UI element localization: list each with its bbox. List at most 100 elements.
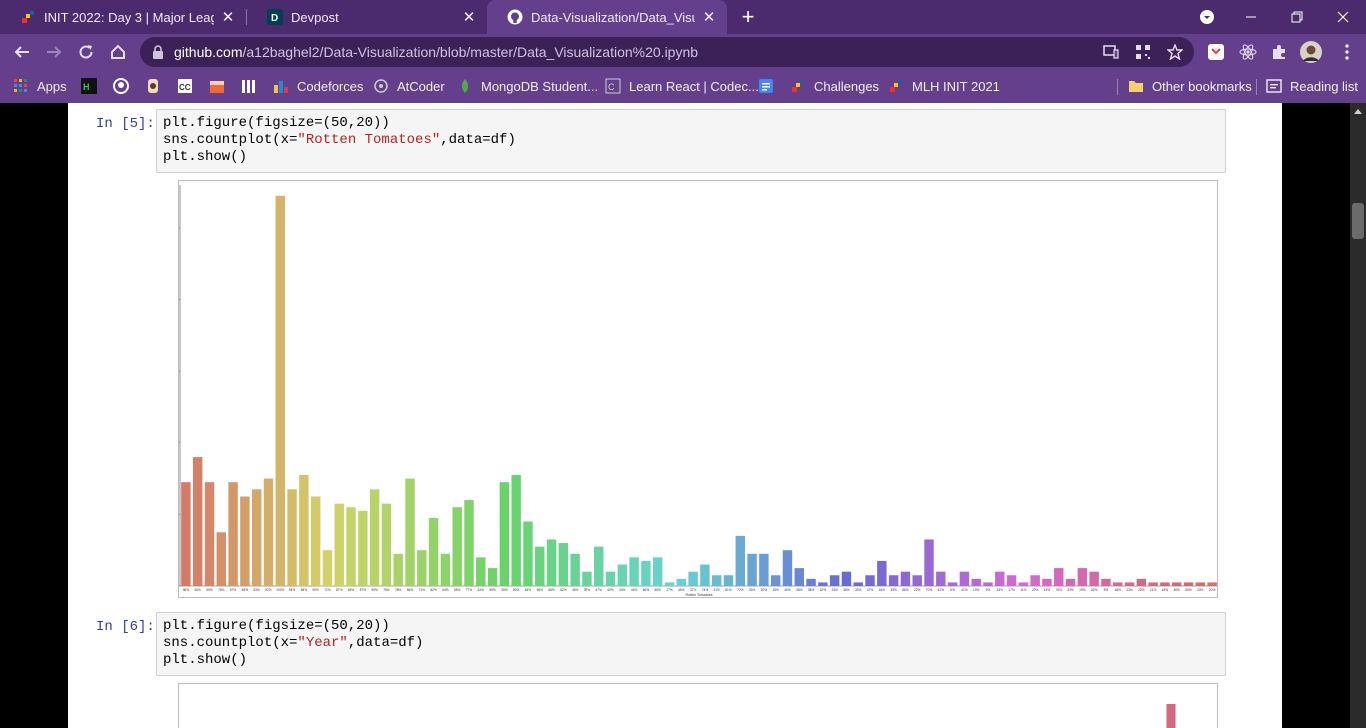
bar — [287, 489, 297, 586]
x-tick-label: 94% — [289, 588, 296, 592]
forward-button[interactable] — [40, 38, 68, 66]
react-devtools-icon[interactable] — [1237, 41, 1259, 63]
restore-button[interactable] — [1274, 0, 1320, 34]
bar — [641, 560, 651, 586]
x-tick-label: 33% — [749, 588, 756, 592]
reading-list-button[interactable]: Reading list — [1266, 75, 1358, 97]
tab-title: INIT 2022: Day 3 | Major League — [44, 9, 214, 25]
x-tick-label: 15% — [772, 588, 779, 592]
bookmark-label: MLH INIT 2021 — [912, 78, 1000, 94]
scrollbar-thumb[interactable] — [1352, 203, 1364, 239]
new-tab-button[interactable]: + — [741, 4, 755, 29]
code-cell-6[interactable]: plt.figure(figsize=(50,20)) sns.countplo… — [156, 612, 1226, 676]
tab-search-button[interactable] — [1184, 0, 1230, 34]
more-menu-icon[interactable] — [1336, 41, 1358, 63]
bar — [452, 507, 462, 586]
page-scrollbar[interactable] — [1350, 103, 1366, 728]
bookmarks-bar: Apps H CC Codeforces AtCoder MongoDB Stu… — [0, 70, 1366, 103]
bar — [393, 553, 403, 586]
x-tick-label: 71% — [324, 588, 331, 592]
x-tick-label: 86% — [407, 588, 414, 592]
address-bar[interactable]: github.com/a12baghel2/Data-Visualization… — [140, 37, 1194, 67]
other-bookmarks-folder[interactable]: Other bookmarks — [1128, 75, 1252, 97]
bookmark-mlh-init-2021[interactable]: MLH INIT 2021 — [888, 75, 1000, 97]
notebook-container: In [5]: plt.figure(figsize=(50,20)) sns.… — [68, 103, 1282, 728]
svg-text:D: D — [271, 13, 278, 24]
x-tick-label: 50% — [194, 588, 201, 592]
back-button[interactable] — [8, 38, 36, 66]
x-tick-label: 37% — [690, 588, 697, 592]
bookmark-codecademy[interactable]: C Learn React | Codec... — [605, 75, 759, 97]
x-tick-label: 32% — [820, 588, 827, 592]
bar — [841, 571, 852, 586]
lock-icon[interactable] — [152, 45, 164, 64]
bookmark-books[interactable] — [241, 75, 265, 97]
bar — [1077, 568, 1088, 586]
bookmark-challenges[interactable]: Challenges — [790, 75, 879, 97]
bar — [228, 482, 238, 586]
avatar[interactable] — [1300, 41, 1322, 63]
tab-github-notebook[interactable]: Data-Visualization/Data_Visualiza ✕ — [487, 0, 727, 34]
svg-text:H: H — [83, 82, 90, 92]
bar — [499, 482, 510, 586]
scroll-up-arrow-icon[interactable] — [1354, 109, 1362, 114]
pocket-extension-icon[interactable] — [1205, 41, 1227, 63]
reading-list-icon — [1266, 78, 1282, 94]
bar — [605, 571, 616, 586]
bookmark-mongodb[interactable]: MongoDB Student... — [457, 75, 598, 97]
x-tick-label: 11% — [1020, 588, 1026, 592]
qr-code-icon[interactable] — [1134, 43, 1152, 61]
x-tick-label: 55% — [454, 588, 461, 592]
bar — [877, 560, 887, 586]
close-icon[interactable]: ✕ — [221, 9, 235, 26]
bar — [1171, 582, 1182, 586]
x-tick-label: 68% — [548, 588, 555, 592]
page-viewport: In [5]: plt.figure(figsize=(50,20)) sns.… — [0, 103, 1350, 728]
bookmark-star-icon[interactable] — [1166, 43, 1184, 61]
restore-icon — [1291, 11, 1303, 23]
puzzle-extensions-icon[interactable] — [1268, 41, 1290, 63]
home-button[interactable] — [104, 38, 132, 66]
close-icon[interactable]: ✕ — [702, 9, 716, 26]
cast-icon[interactable] — [1102, 43, 1120, 61]
tab-devpost[interactable]: D Devpost ✕ — [247, 0, 487, 34]
bookmark-hackerrank[interactable]: H — [81, 75, 105, 97]
bar — [936, 571, 946, 586]
x-tick-label: 85% — [242, 588, 249, 592]
bar — [299, 475, 309, 586]
x-tick-label: 47% — [867, 588, 874, 592]
bookmark-github[interactable] — [113, 75, 137, 97]
bar — [1207, 582, 1217, 586]
x-tick-label: 64% — [442, 588, 449, 592]
bookmark-codeforces[interactable]: Codeforces — [273, 75, 363, 97]
x-tick-label: 42% — [938, 588, 945, 592]
x-tick-label: 57% — [596, 588, 603, 592]
x-tick-label: 71% — [419, 588, 426, 592]
x-tick-label: 57% — [230, 588, 237, 592]
bar — [1018, 582, 1029, 586]
minimize-button[interactable] — [1228, 0, 1274, 34]
bookmark-chef[interactable] — [145, 75, 169, 97]
bar — [558, 543, 569, 586]
url-host: github.com — [174, 44, 243, 60]
bookmark-docs[interactable] — [758, 75, 782, 97]
bar — [535, 546, 545, 586]
code-cell-5[interactable]: plt.figure(figsize=(50,20)) sns.countplo… — [156, 109, 1226, 173]
reload-button[interactable] — [72, 38, 100, 66]
bookmark-atcoder[interactable]: AtCoder — [373, 75, 445, 97]
bookmark-box[interactable] — [209, 75, 233, 97]
tab-init-2022[interactable]: INIT 2022: Day 3 | Major League ✕ — [0, 0, 246, 34]
x-tick-label: 92% — [265, 588, 272, 592]
close-icon[interactable]: ✕ — [462, 9, 476, 26]
countplot-svg: 02040608010096%50%55%76%57%85%83%92%100%… — [179, 185, 1217, 597]
code-line: sns.countplot(x="Year",data=df) — [163, 635, 424, 651]
bookmark-apps[interactable]: Apps — [13, 75, 67, 97]
atcoder-icon — [373, 78, 389, 94]
bookmark-codechef[interactable]: CC — [177, 75, 201, 97]
devpost-icon: D — [267, 9, 283, 25]
window-close-button[interactable] — [1320, 0, 1366, 34]
hackerrank-icon: H — [81, 78, 97, 94]
bar — [711, 575, 722, 586]
url-text[interactable]: github.com/a12baghel2/Data-Visualization… — [174, 44, 698, 60]
x-tick-label: 13% — [973, 588, 980, 592]
